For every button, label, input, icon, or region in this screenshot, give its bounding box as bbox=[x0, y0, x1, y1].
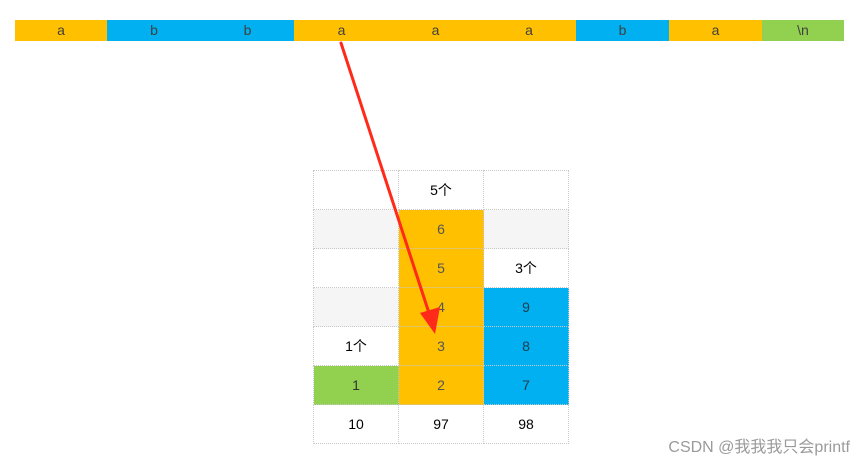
stack-cell: 9 bbox=[483, 287, 569, 327]
table-row: 10 97 98 bbox=[313, 404, 569, 444]
ascii-label: 98 bbox=[483, 404, 569, 444]
stack-cell: 2 bbox=[398, 365, 484, 405]
stack-cell: 5 bbox=[398, 248, 484, 288]
table-cell bbox=[483, 209, 569, 249]
table-cell bbox=[483, 170, 569, 210]
strip-cell-b: b bbox=[576, 20, 669, 41]
stack-cell: 7 bbox=[483, 365, 569, 405]
table-row: 5 3个 bbox=[313, 248, 569, 288]
strip-cell-b: b bbox=[201, 20, 294, 41]
character-strip: a b b a a a b a \n bbox=[15, 20, 844, 41]
strip-cell-b: b bbox=[107, 20, 201, 41]
table-cell bbox=[313, 209, 399, 249]
table-cell bbox=[313, 248, 399, 288]
watermark: CSDN @我我我只会printf bbox=[668, 439, 850, 456]
table-row: 6 bbox=[313, 209, 569, 249]
strip-cell-a: a bbox=[669, 20, 762, 41]
table-row: 1 2 7 bbox=[313, 365, 569, 405]
table-cell bbox=[313, 287, 399, 327]
strip-cell-a: a bbox=[389, 20, 482, 41]
strip-cell-newline: \n bbox=[762, 20, 844, 41]
table-row: 4 9 bbox=[313, 287, 569, 327]
strip-cell-a: a bbox=[294, 20, 389, 41]
table-row: 1个 3 8 bbox=[313, 326, 569, 366]
stack-cell: 8 bbox=[483, 326, 569, 366]
count-label: 3个 bbox=[483, 248, 569, 288]
bucket-table: 5个 6 5 3个 4 9 1个 3 8 1 2 7 10 97 98 bbox=[313, 170, 569, 444]
stack-cell: 6 bbox=[398, 209, 484, 249]
stack-cell: 4 bbox=[398, 287, 484, 327]
ascii-label: 97 bbox=[398, 404, 484, 444]
arrow-shaft bbox=[339, 41, 431, 315]
strip-cell-a: a bbox=[482, 20, 576, 41]
count-label: 1个 bbox=[313, 326, 399, 366]
strip-cell-a: a bbox=[15, 20, 107, 41]
arrow-head bbox=[420, 307, 440, 334]
